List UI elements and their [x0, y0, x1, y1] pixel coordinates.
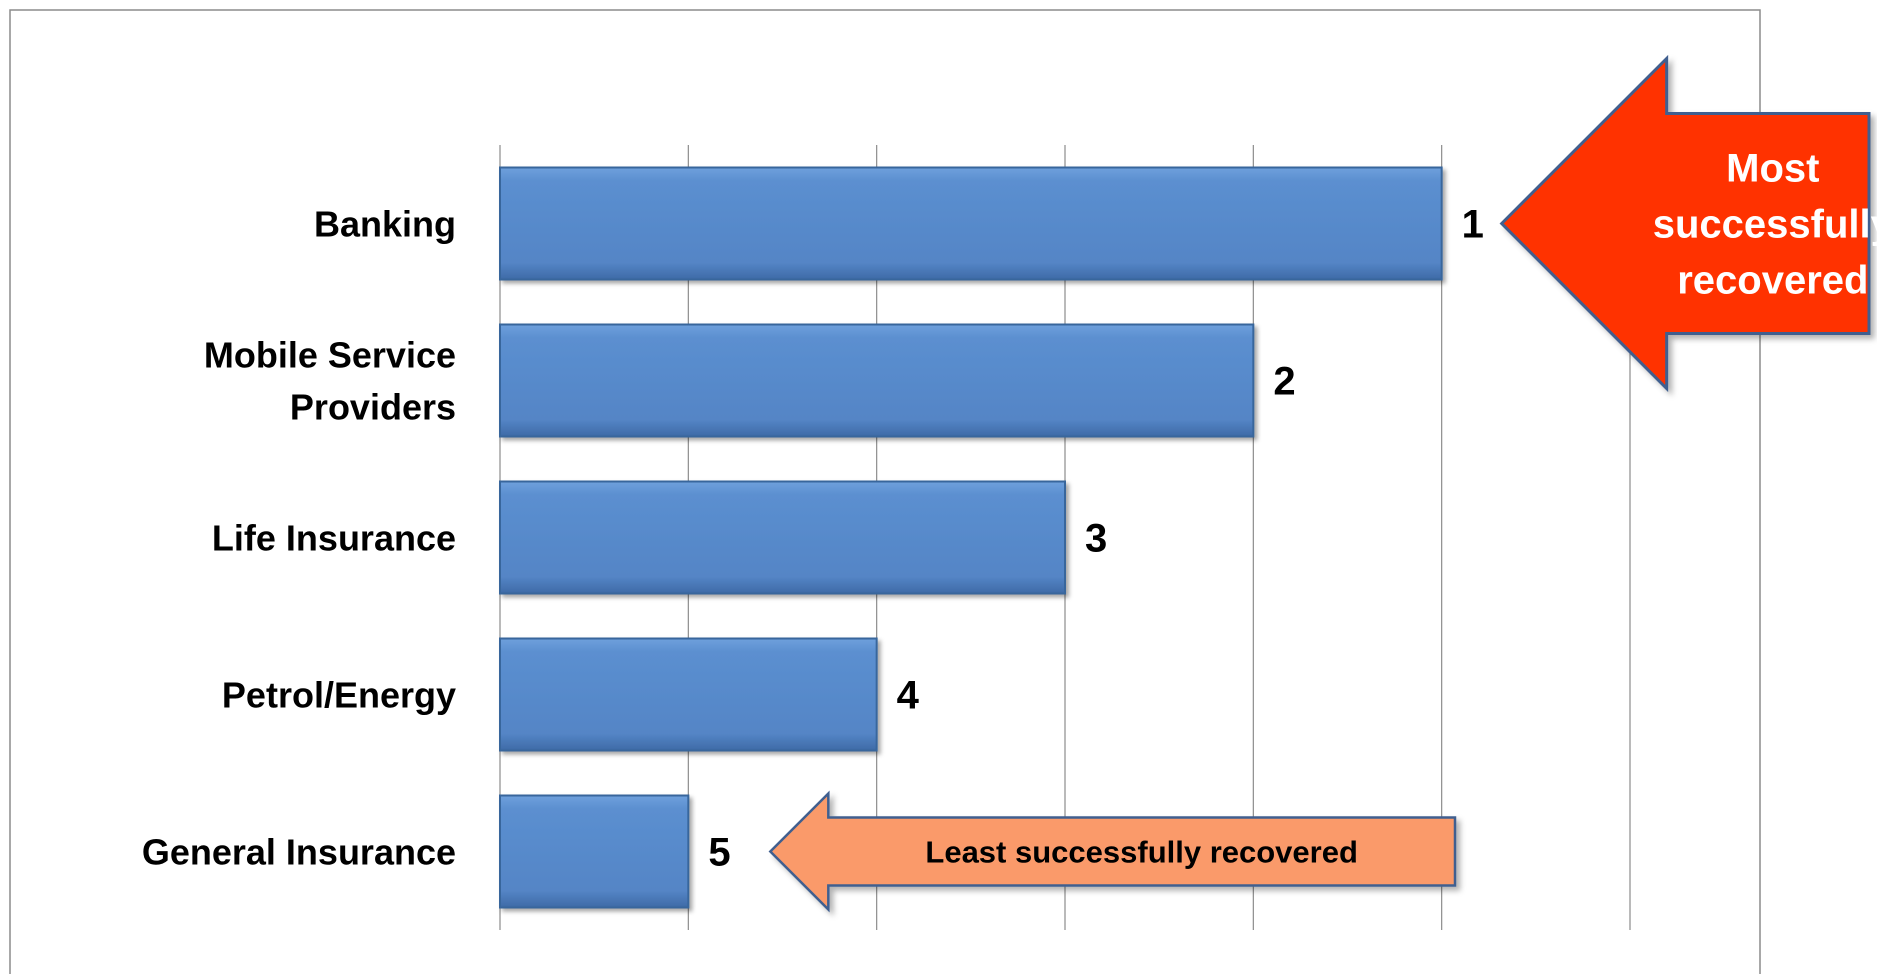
- most-recovered-arrow: [1499, 54, 1871, 393]
- data-label: 4: [897, 674, 920, 718]
- category-label: Petrol/Energy: [222, 675, 456, 716]
- category-label-line: General Insurance: [142, 832, 456, 873]
- data-label: 5: [708, 831, 730, 875]
- category-label-line: Providers: [290, 387, 456, 428]
- chart-frame: [9, 9, 1761, 974]
- category-label-line: Life Insurance: [212, 518, 456, 559]
- data-label: 3: [1085, 517, 1107, 561]
- data-label: 2: [1273, 360, 1295, 404]
- category-label-line: Petrol/Energy: [222, 675, 456, 716]
- most-recovered-label-line: Most: [1726, 147, 1819, 191]
- bar: [499, 166, 1443, 281]
- least-recovered-label: Least successfully recovered: [925, 835, 1358, 870]
- most-recovered-label-line: recovered: [1677, 259, 1868, 303]
- category-label-line: Banking: [314, 204, 456, 245]
- bar: [499, 794, 690, 909]
- most-recovered-label: Most successfully recovered: [1653, 147, 1877, 303]
- category-label-line: Mobile Service: [204, 335, 456, 376]
- least-recovered-arrow: [768, 790, 1457, 913]
- category-label: Mobile Service Providers: [204, 335, 456, 428]
- most-recovered-label-line: successfully: [1653, 203, 1877, 247]
- category-label: Banking: [314, 204, 456, 245]
- bar: [499, 480, 1066, 595]
- category-label: General Insurance: [142, 832, 456, 873]
- bar: [499, 637, 878, 752]
- data-label: 1: [1462, 203, 1484, 247]
- bar: [499, 323, 1255, 438]
- category-label: Life Insurance: [212, 518, 456, 559]
